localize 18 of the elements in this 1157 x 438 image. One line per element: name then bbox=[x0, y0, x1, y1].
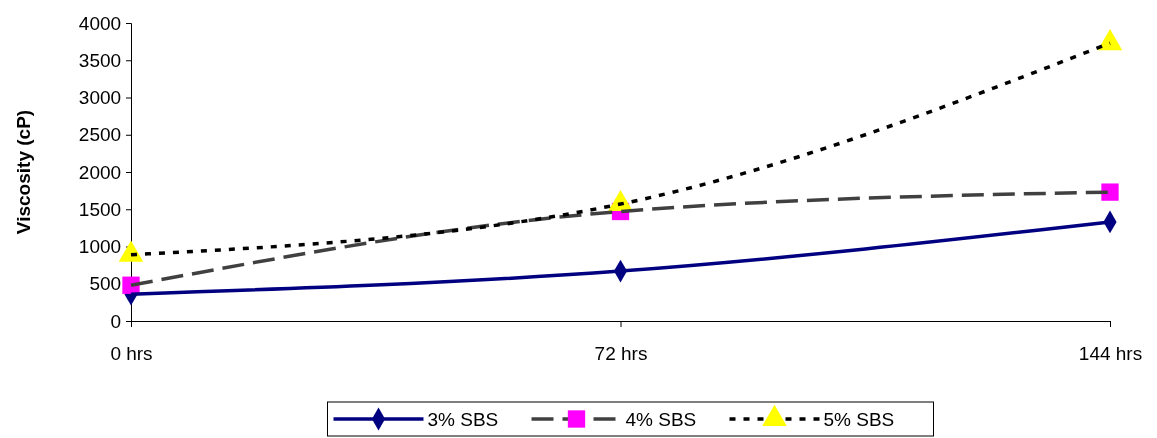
x-tick-label: 144 hrs bbox=[1078, 343, 1143, 365]
x-tick-label: 72 hrs bbox=[594, 343, 648, 365]
y-tick-label: 4000 bbox=[78, 12, 122, 34]
y-tick-label: 2500 bbox=[78, 124, 122, 146]
point bbox=[1101, 183, 1119, 201]
y-tick-label: 1500 bbox=[78, 198, 122, 220]
y-tick-label: 3000 bbox=[78, 87, 122, 109]
x-tick-label: 0 hrs bbox=[110, 343, 153, 365]
y-axis-title: Viscosity (cP) bbox=[13, 109, 34, 235]
legend-label: 3% SBS bbox=[427, 408, 499, 430]
y-tick-label: 2000 bbox=[78, 161, 122, 183]
legend-label: 5% SBS bbox=[823, 408, 895, 430]
point bbox=[1097, 28, 1123, 51]
legend-label: 4% SBS bbox=[625, 408, 697, 430]
y-tick-label: 3500 bbox=[78, 49, 122, 71]
y-tick-label: 500 bbox=[89, 273, 122, 295]
y-tick-label: 0 bbox=[110, 310, 122, 332]
y-tick-label: 1000 bbox=[78, 236, 122, 258]
